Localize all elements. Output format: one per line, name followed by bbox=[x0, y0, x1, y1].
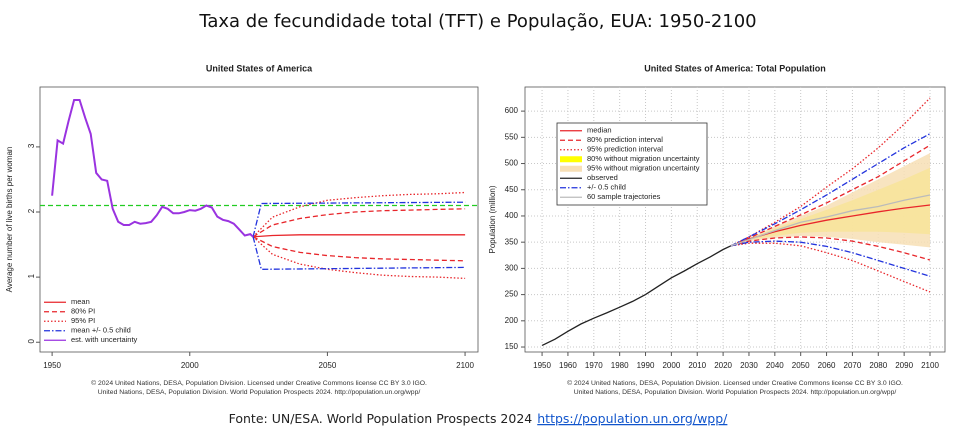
plot-frame bbox=[39, 86, 479, 353]
legend-label: 95% prediction interval bbox=[587, 145, 663, 154]
footer-note: United Nations, DESA, Population Divisio… bbox=[574, 389, 897, 396]
y-axis-label: Average number of live births per woman bbox=[5, 147, 14, 293]
series-line bbox=[541, 245, 732, 346]
source-link[interactable]: https://population.un.org/wpp/ bbox=[537, 411, 728, 426]
y-tick-label: 500 bbox=[505, 159, 519, 168]
series-line bbox=[730, 236, 931, 261]
series-line bbox=[730, 194, 931, 247]
series-line bbox=[252, 191, 466, 238]
legend-swatch bbox=[560, 156, 582, 163]
legend-label: 95% without migration uncertainty bbox=[587, 164, 700, 173]
y-tick-label: 400 bbox=[505, 211, 519, 220]
x-tick-label: 2020 bbox=[714, 361, 732, 370]
band bbox=[730, 153, 930, 248]
series-line bbox=[51, 99, 254, 238]
legend-label: 95% PI bbox=[71, 316, 95, 325]
legend-label: median bbox=[587, 126, 612, 135]
x-tick-label: 2050 bbox=[319, 361, 337, 370]
source: Fonte: UN/ESA. World Population Prospect… bbox=[229, 411, 729, 426]
x-tick-label: 2070 bbox=[844, 361, 862, 370]
y-tick-label: 1 bbox=[27, 273, 36, 278]
x-tick-label: 2010 bbox=[688, 361, 706, 370]
x-tick-label: 1960 bbox=[559, 361, 577, 370]
source-text: Fonte: UN/ESA. World Population Prospect… bbox=[229, 411, 533, 426]
series-line bbox=[730, 240, 931, 277]
y-tick-label: 3 bbox=[27, 143, 36, 148]
y-tick-label: 150 bbox=[505, 342, 519, 351]
x-tick-label: 1950 bbox=[43, 361, 61, 370]
x-tick-label: 2040 bbox=[766, 361, 784, 370]
x-tick-label: 2080 bbox=[869, 361, 887, 370]
y-tick-label: 300 bbox=[505, 263, 519, 272]
x-tick-label: 1950 bbox=[533, 361, 551, 370]
y-tick-label: 600 bbox=[505, 106, 519, 115]
legend-label: +/- 0.5 child bbox=[587, 183, 626, 192]
legend-box bbox=[556, 122, 708, 206]
series-line bbox=[730, 97, 931, 247]
series-line bbox=[253, 234, 466, 238]
legend-label: 60 sample trajectories bbox=[587, 192, 661, 201]
x-tick-label: 2060 bbox=[818, 361, 836, 370]
legend-label: observed bbox=[587, 173, 618, 182]
legend-label: mean bbox=[71, 297, 90, 306]
y-tick-label: 0 bbox=[27, 338, 36, 343]
footer-note: United Nations, DESA, Population Divisio… bbox=[98, 389, 421, 396]
series-line bbox=[252, 236, 466, 280]
footer-note: © 2024 United Nations, DESA, Population … bbox=[567, 379, 903, 387]
legend-label: est. with uncertainty bbox=[71, 335, 138, 344]
legend-swatch bbox=[560, 165, 582, 172]
y-tick-label: 250 bbox=[505, 290, 519, 299]
main-title: Taxa de fecundidade total (TFT) e Popula… bbox=[198, 11, 756, 32]
series-line bbox=[252, 208, 466, 238]
chart-title: United States of America: Total Populati… bbox=[644, 63, 826, 73]
series-line bbox=[252, 201, 466, 237]
y-tick-label: 350 bbox=[505, 237, 519, 246]
y-tick-label: 450 bbox=[505, 185, 519, 194]
x-tick-label: 2050 bbox=[792, 361, 810, 370]
x-tick-label: 2000 bbox=[662, 361, 680, 370]
x-tick-label: 1970 bbox=[585, 361, 603, 370]
x-tick-label: 2100 bbox=[921, 361, 939, 370]
x-tick-label: 1990 bbox=[637, 361, 655, 370]
series-line bbox=[730, 144, 931, 247]
series-line bbox=[252, 236, 466, 262]
y-axis-label: Population (million) bbox=[488, 185, 497, 253]
legend-label: mean +/- 0.5 child bbox=[71, 326, 131, 335]
x-tick-label: 2090 bbox=[895, 361, 913, 370]
footer-note: © 2024 United Nations, DESA, Population … bbox=[91, 379, 427, 387]
series-line bbox=[730, 133, 931, 247]
y-tick-label: 2 bbox=[27, 208, 36, 213]
x-tick-label: 1980 bbox=[611, 361, 629, 370]
x-tick-label: 2100 bbox=[456, 361, 474, 370]
legend-label: 80% without migration uncertainty bbox=[587, 154, 700, 163]
x-tick-label: 2030 bbox=[740, 361, 758, 370]
legend-label: 80% PI bbox=[71, 307, 95, 316]
chart-title: United States of America bbox=[206, 63, 313, 73]
legend-label: 80% prediction interval bbox=[587, 135, 663, 144]
y-tick-label: 200 bbox=[505, 316, 519, 325]
x-tick-label: 2000 bbox=[181, 361, 199, 370]
series-line bbox=[252, 236, 466, 270]
y-tick-label: 550 bbox=[505, 132, 519, 141]
